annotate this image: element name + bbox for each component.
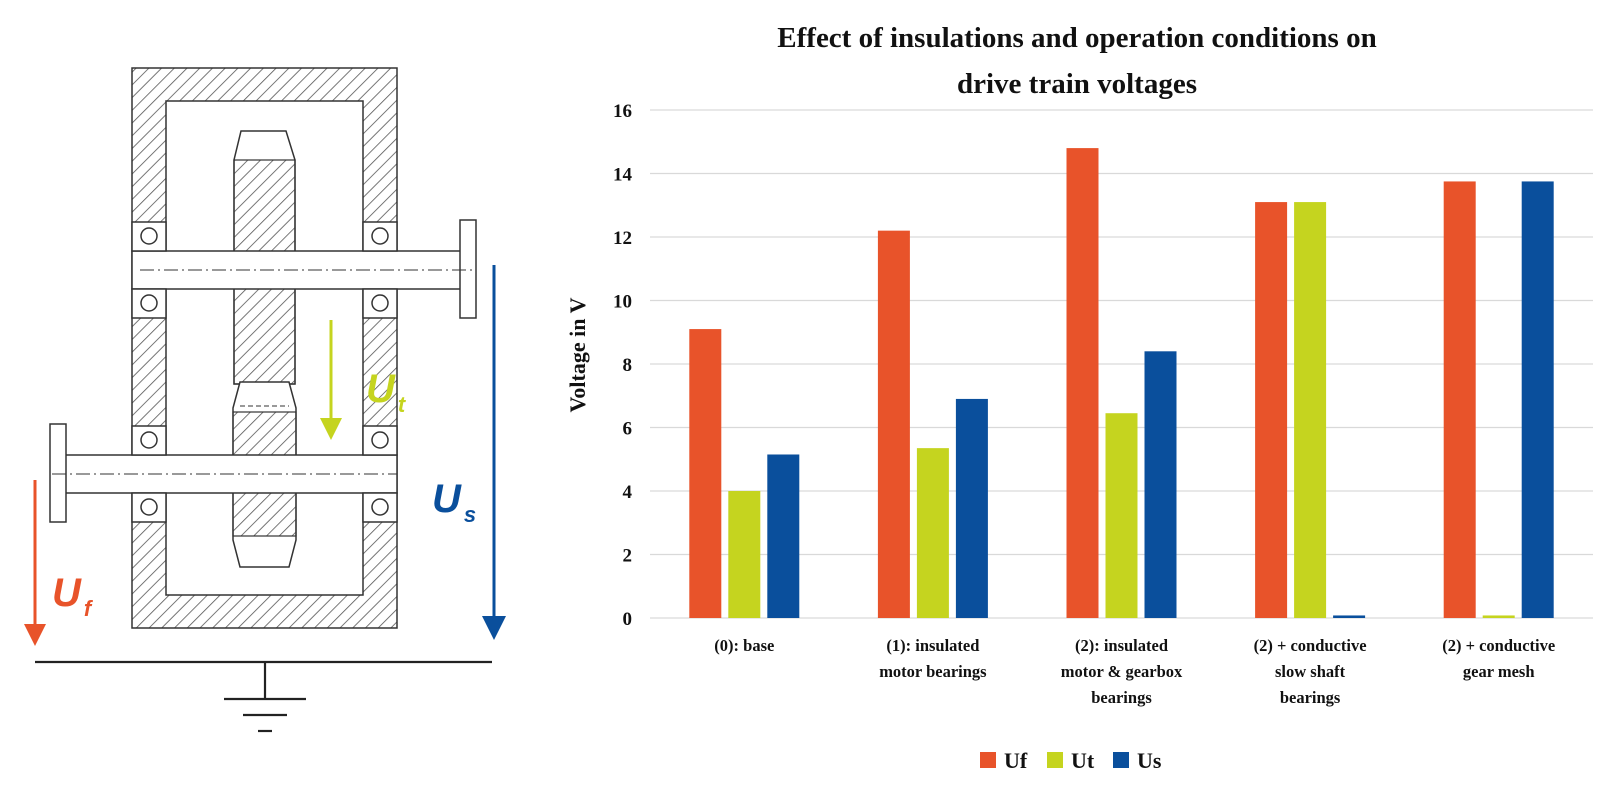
bar-us [1144,351,1177,618]
category-labels: (0): base (1): insulated motor bearings (2)… [714,636,1555,707]
category-label: (1): insulated [886,636,979,655]
legend-label-us: Us [1137,748,1162,773]
bar-us [1333,615,1366,618]
fast-shaft [49,423,398,523]
us-arrow [482,265,506,640]
bearings [131,221,398,523]
legend-label-uf: Uf [1004,748,1028,773]
y-tick-label: 0 [623,609,633,630]
bar-us [955,398,988,618]
bar-ut [1294,202,1327,618]
bar-ut [916,448,949,618]
y-axis-label: Voltage in V [565,297,590,412]
y-tick-label: 4 [623,482,633,503]
category-label: slow shaft [1275,662,1346,681]
bars [689,148,1554,618]
legend: Uf Ut Us [980,748,1162,773]
category-label: (2) + conductive [1442,636,1555,655]
category-label: bearings [1280,688,1341,707]
legend-swatch-ut [1047,752,1063,768]
bar-uf [689,329,722,618]
bar-uf [1443,181,1476,618]
y-tick-label: 12 [613,228,632,249]
y-tick-label: 14 [613,165,633,186]
y-tick-label: 10 [613,292,632,313]
category-label: (2) + conductive [1254,636,1367,655]
legend-swatch-uf [980,752,996,768]
bar-ut [1105,413,1138,618]
category-label: bearings [1091,688,1152,707]
bar-chart: Effect of insulations and operation cond… [565,22,1593,773]
uf-arrow [24,480,46,646]
bar-ut [1482,615,1515,618]
legend-label-ut: Ut [1071,748,1095,773]
legend-swatch-us [1113,752,1129,768]
y-tick-label: 8 [623,355,633,376]
bar-us [1521,181,1554,618]
bar-uf [1066,148,1099,618]
category-label: gear mesh [1463,662,1535,681]
bar-uf [1255,202,1288,618]
bar-uf [877,230,910,618]
category-label: (0): base [714,636,774,655]
category-label: (2): insulated [1075,636,1168,655]
ut-arrow [320,320,342,440]
ground-symbol [35,660,492,733]
category-label: motor bearings [879,662,987,681]
y-tick-labels: 0 2 4 6 8 10 12 14 16 [613,101,633,630]
y-tick-label: 16 [613,101,632,122]
chart-title-line-1: Effect of insulations and operation cond… [777,22,1376,54]
bar-us [767,454,800,618]
slow-shaft [131,219,477,319]
y-tick-label: 6 [623,419,633,440]
bar-ut [728,491,761,618]
chart-title-line-2: drive train voltages [957,68,1197,100]
y-tick-label: 2 [623,546,633,567]
category-label: motor & gearbox [1061,662,1183,681]
